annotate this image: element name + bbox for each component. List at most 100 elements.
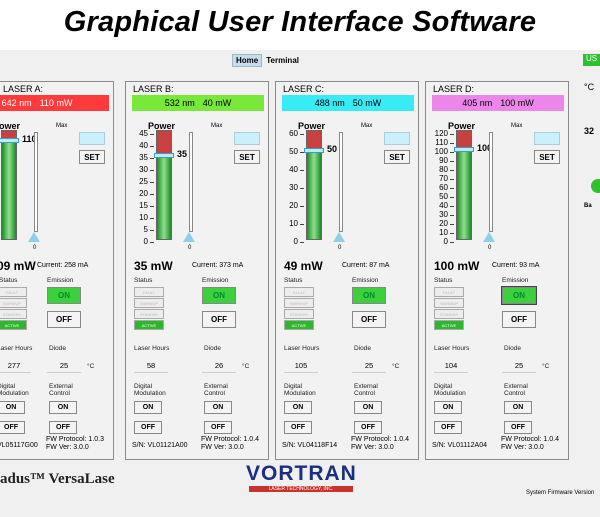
emission-on-button[interactable]: ON [202,287,236,304]
scale-tick-mark [450,206,454,207]
external-control-off-button[interactable]: OFF [354,421,382,434]
digital-mod-on-button[interactable]: ON [434,401,462,414]
status-indicators: FAULT WARMUP STANDBY ACTIVE [434,287,464,331]
gauge-marker [0,137,19,143]
max-slider-thumb[interactable] [183,232,195,242]
panel-title: LASER B: [133,84,174,94]
wavelength-value: 405 nm [462,98,493,108]
external-control-label: External [354,383,378,390]
max-slider-thumb[interactable] [483,232,495,242]
external-control-on-button[interactable]: ON [204,401,232,414]
gauge-fill [2,139,16,239]
set-button[interactable]: SET [534,150,560,164]
external-control-off-button[interactable]: OFF [504,421,532,434]
status-label: Status [134,277,153,284]
power-set-input[interactable] [79,132,105,145]
max-slider-track[interactable] [489,132,493,232]
current-readout: Current: 258 mA [37,262,89,269]
power-set-input[interactable] [534,132,560,145]
external-control-on-button[interactable]: ON [49,401,77,414]
scale-tick-mark [300,188,304,189]
emission-on-button[interactable]: ON [47,287,81,304]
external-control-on-button[interactable]: ON [354,401,382,414]
laser-panel: LASER C: 488 nm 50 mW Power Max 60 50 40 30 20 10 0… [275,81,419,460]
laser-hours-label: Laser Hours [134,345,170,352]
wavelength-bar: 405 nm 100 mW [432,95,564,111]
laser-hours-value: 104 [434,358,468,373]
max-slider-track[interactable] [189,132,193,232]
digital-mod-off-button[interactable]: OFF [284,421,312,434]
set-button[interactable]: SET [384,150,410,164]
scale-tick-mark [150,230,154,231]
max-slider-track[interactable] [34,132,38,232]
scale-tick-label: 20 [139,189,148,198]
scale-tick-mark [300,242,304,243]
set-button[interactable]: SET [79,150,105,164]
panel-title: LASER C: [283,84,325,94]
power-set-input[interactable] [234,132,260,145]
scale-tick-label: 50 [289,147,298,156]
emission-on-button[interactable]: ON [501,286,537,305]
set-button[interactable]: SET [234,150,260,164]
digital-mod-off-button[interactable]: OFF [434,421,462,434]
scale-tick-mark [300,170,304,171]
digital-mod-on-button[interactable]: ON [134,401,162,414]
diode-label: Diode [504,345,521,352]
scale-tick-label: 10 [439,228,448,237]
diode-temp-value: 25 [352,358,386,373]
digital-mod-label: Digital [434,383,453,390]
tab-home[interactable]: Home [232,54,263,67]
scale-tick-label: 5 [143,225,148,234]
scale-tick-mark [150,218,154,219]
emission-off-button[interactable]: OFF [502,311,536,328]
emission-off-button[interactable]: OFF [47,311,81,328]
diode-temp-value: 25 [502,358,536,373]
scale-tick-mark [450,224,454,225]
scale-tick-label: 60 [289,129,298,138]
scale-tick-mark [300,134,304,135]
emission-on-button[interactable]: ON [352,287,386,304]
digital-mod-off-button[interactable]: OFF [0,421,25,434]
digital-mod-label: Digital [0,383,16,390]
app-window: Home Terminal US LASER A: 642 nm 110 mW Pow… [0,50,600,517]
external-control-off-button[interactable]: OFF [49,421,77,434]
emission-label: Emission [502,277,529,284]
external-control-label: Control [354,390,375,397]
output-power-readout: 49 mW [284,259,323,273]
digital-mod-off-button[interactable]: OFF [134,421,162,434]
slider-zero-label: 0 [338,245,342,251]
emission-off-button[interactable]: OFF [352,311,386,328]
max-slider-track[interactable] [339,132,343,232]
scale-tick-mark [450,179,454,180]
slider-zero-label: 0 [488,245,492,251]
diode-temp-value: 25 [47,358,81,373]
scale-tick-label: 20 [289,201,298,210]
digital-mod-label: Modulation [284,390,316,397]
digital-mod-on-button[interactable]: ON [284,401,312,414]
slider-zero-label: 0 [33,245,37,251]
scale-tick-label: 15 [139,201,148,210]
max-slider-thumb[interactable] [333,232,345,242]
status-active: ACTIVE [0,320,27,330]
scale-tick-label: 10 [139,213,148,222]
tab-bar: Home Terminal [232,54,303,67]
external-control-on-button[interactable]: ON [504,401,532,414]
emission-label: Emission [202,277,229,284]
tab-terminal[interactable]: Terminal [266,56,299,65]
emission-off-button[interactable]: OFF [202,311,236,328]
digital-mod-on-button[interactable]: ON [0,401,25,414]
status-fault: FAULT [134,287,164,297]
status-indicators: FAULT WARMUP STANDBY ACTIVE [284,287,314,331]
external-control-label: Control [49,390,70,397]
power-gauge [154,130,174,240]
fw-version: FW Ver: 3.0.0 [351,444,394,451]
firmware-info: FW Protocol: 1.0.4 FW Ver: 3.0.0 [351,436,409,452]
power-set-input[interactable] [384,132,410,145]
power-gauge [454,130,474,240]
external-control-off-button[interactable]: OFF [204,421,232,434]
scale-tick-label: 0 [443,237,448,246]
power-label: Power [448,121,476,131]
right-label: Ba [584,203,592,209]
scale-tick-label: 110 [435,138,448,147]
max-slider-thumb[interactable] [28,232,40,242]
